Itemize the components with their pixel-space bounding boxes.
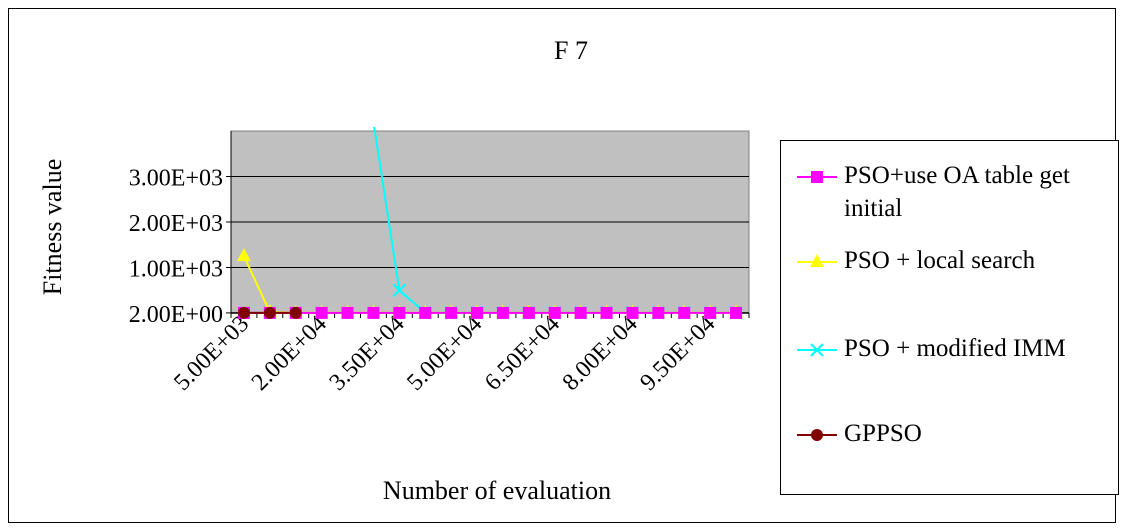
- data-point-square: [419, 306, 432, 319]
- x-tick-label: 3.50E+04: [325, 311, 410, 396]
- x-tick-label: 8.00E+04: [558, 311, 643, 396]
- data-point-circle: [237, 306, 250, 319]
- legend-label: PSO + local search: [844, 247, 1036, 274]
- y-axis-label: Fitness value: [38, 159, 67, 296]
- y-tick-label: 1.00E+03: [129, 257, 223, 283]
- data-point-square: [730, 306, 743, 319]
- data-point-square: [678, 306, 691, 319]
- x-tick-label: 9.50E+04: [635, 311, 720, 396]
- chart-title: F 7: [554, 36, 588, 65]
- data-point-circle: [263, 306, 276, 319]
- y-tick-label: 2.00E+00: [129, 302, 223, 328]
- legend-label: GPPSO: [844, 420, 922, 447]
- data-point-square: [367, 306, 380, 319]
- chart-frame: F 7 Fitness value Number of evaluation 2…: [8, 8, 1119, 523]
- chart-svg: F 7 Fitness value Number of evaluation 2…: [38, 36, 750, 505]
- x-tick-label: 5.00E+04: [402, 311, 487, 396]
- data-point-square: [600, 306, 613, 319]
- x-tick-label: 2.00E+04: [247, 311, 332, 396]
- data-point-x: [392, 283, 407, 297]
- legend-label: PSO + modified IMM: [844, 335, 1066, 362]
- data-point-square: [341, 306, 354, 319]
- legend-label: PSO+use OA table get initial: [844, 162, 1070, 222]
- data-point-circle: [289, 306, 302, 319]
- data-point-square: [393, 306, 406, 319]
- data-point-triangle: [236, 248, 251, 262]
- data-point-square: [445, 306, 458, 319]
- y-tick-label: 3.00E+03: [129, 166, 223, 192]
- data-point-square: [496, 306, 509, 319]
- data-point-square: [704, 306, 717, 319]
- x-tick-label: 6.50E+04: [480, 311, 565, 396]
- data-point-square: [522, 306, 535, 319]
- data-point-square: [652, 306, 665, 319]
- plot-area: 2.00E+001.00E+032.00E+033.00E+035.00E+03…: [129, 127, 750, 396]
- y-tick-label: 2.00E+03: [129, 211, 223, 237]
- data-point-square: [548, 306, 561, 319]
- data-point-square: [574, 306, 587, 319]
- data-point-square: [626, 306, 639, 319]
- data-point-square: [471, 306, 484, 319]
- data-point-square: [315, 306, 328, 319]
- x-axis-label: Number of evaluation: [383, 476, 611, 505]
- legend: PSO+use OA table get initial PSO + local…: [780, 140, 1119, 495]
